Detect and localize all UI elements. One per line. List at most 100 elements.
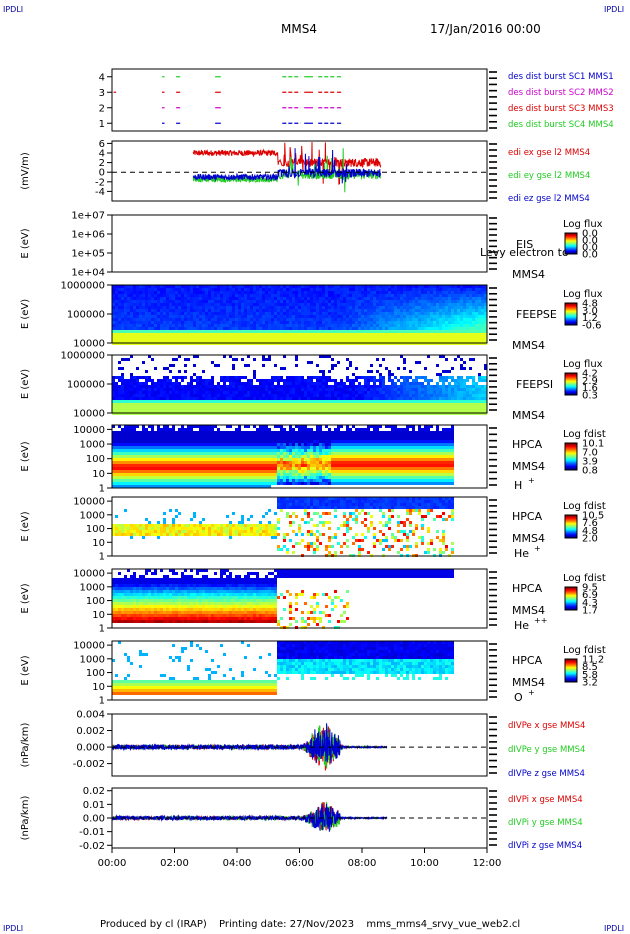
heatmap-cell bbox=[265, 394, 268, 397]
heatmap-cell bbox=[382, 315, 385, 318]
heatmap-cell bbox=[196, 388, 199, 391]
heatmap-cell bbox=[265, 315, 268, 318]
heatmap-cell bbox=[178, 315, 181, 318]
heatmap-cell bbox=[163, 385, 166, 388]
heatmap-cell bbox=[247, 364, 250, 367]
heatmap-cell bbox=[259, 300, 262, 303]
heatmap-cell bbox=[346, 300, 349, 303]
heatmap-cell bbox=[322, 285, 325, 288]
heatmap-cell bbox=[157, 300, 160, 303]
heatmap-cell bbox=[277, 312, 280, 315]
heatmap-cell bbox=[205, 330, 208, 333]
heatmap-cell bbox=[292, 409, 295, 412]
heatmap-cell bbox=[343, 315, 346, 318]
heatmap-cell bbox=[274, 364, 277, 367]
heatmap-cell bbox=[151, 391, 154, 394]
colorbar-segment bbox=[565, 233, 577, 235]
heatmap-cell bbox=[130, 355, 133, 358]
heatmap-cell bbox=[184, 309, 187, 312]
heatmap-cell bbox=[118, 300, 121, 303]
heatmap-cell bbox=[277, 300, 280, 303]
heatmap-cell bbox=[337, 303, 340, 306]
heatmap-cell bbox=[280, 379, 283, 382]
heatmap-cell bbox=[250, 288, 253, 291]
heatmap-cell bbox=[190, 434, 193, 437]
heatmap-cell bbox=[379, 321, 382, 324]
heatmap-cell bbox=[205, 315, 208, 318]
heatmap-cell bbox=[178, 339, 181, 342]
heatmap-cell bbox=[283, 355, 286, 358]
heatmap-cell bbox=[274, 297, 277, 300]
heatmap-cell bbox=[232, 394, 235, 397]
heatmap-cell bbox=[148, 434, 151, 437]
heatmap-cell bbox=[193, 339, 196, 342]
heatmap-cell bbox=[409, 285, 412, 288]
heatmap-cell bbox=[331, 300, 334, 303]
heatmap-cell bbox=[262, 303, 265, 306]
heatmap-cell bbox=[463, 409, 466, 412]
heatmap-cell bbox=[124, 458, 127, 461]
heatmap-cell bbox=[166, 428, 169, 431]
heatmap-cell bbox=[460, 391, 463, 394]
heatmap-cell bbox=[358, 324, 361, 327]
heatmap-cell bbox=[142, 440, 145, 443]
heatmap-cell bbox=[418, 303, 421, 306]
heatmap-cell bbox=[136, 461, 139, 464]
heatmap-cell bbox=[238, 333, 241, 336]
heatmap-cell bbox=[394, 333, 397, 336]
heatmap-cell bbox=[298, 324, 301, 327]
heatmap-cell bbox=[325, 300, 328, 303]
heatmap-cell bbox=[232, 388, 235, 391]
heatmap-cell bbox=[121, 306, 124, 309]
heatmap-cell bbox=[184, 440, 187, 443]
heatmap-cell bbox=[445, 358, 448, 361]
heatmap-cell bbox=[232, 400, 235, 403]
heatmap-cell bbox=[343, 321, 346, 324]
heatmap-cell bbox=[145, 428, 148, 431]
heatmap-cell bbox=[211, 303, 214, 306]
heatmap-cell bbox=[244, 403, 247, 406]
heatmap-cell bbox=[121, 458, 124, 461]
heatmap-cell bbox=[448, 385, 451, 388]
heatmap-cell bbox=[193, 312, 196, 315]
heatmap-cell bbox=[259, 324, 262, 327]
heatmap-cell bbox=[127, 467, 130, 470]
heatmap-cell bbox=[115, 303, 118, 306]
heatmap-cell bbox=[478, 300, 481, 303]
heatmap-cell bbox=[121, 449, 124, 452]
heatmap-cell bbox=[157, 400, 160, 403]
heatmap-cell bbox=[178, 330, 181, 333]
heatmap-cell bbox=[448, 288, 451, 291]
heatmap-cell bbox=[469, 358, 472, 361]
heatmap-cell bbox=[289, 306, 292, 309]
heatmap-cell bbox=[208, 303, 211, 306]
heatmap-cell bbox=[406, 391, 409, 394]
heatmap-cell bbox=[382, 288, 385, 291]
heatmap-cell bbox=[139, 431, 142, 434]
heatmap-cell bbox=[229, 288, 232, 291]
heatmap-cell bbox=[244, 376, 247, 379]
heatmap-cell bbox=[394, 385, 397, 388]
heatmap-cell bbox=[163, 327, 166, 330]
heatmap-cell bbox=[124, 437, 127, 440]
heatmap-cell bbox=[112, 434, 115, 437]
heatmap-cell bbox=[418, 339, 421, 342]
heatmap-cell bbox=[238, 312, 241, 315]
heatmap-cell bbox=[241, 409, 244, 412]
heatmap-cell bbox=[421, 318, 424, 321]
heatmap-cell bbox=[253, 394, 256, 397]
heatmap-cell bbox=[124, 461, 127, 464]
heatmap-cell bbox=[433, 394, 436, 397]
heatmap-cell bbox=[124, 318, 127, 321]
heatmap-cell bbox=[118, 400, 121, 403]
heatmap-cell bbox=[397, 409, 400, 412]
heatmap-cell bbox=[190, 333, 193, 336]
heatmap-cell bbox=[160, 324, 163, 327]
heatmap-cell bbox=[151, 339, 154, 342]
heatmap-cell bbox=[214, 403, 217, 406]
heatmap-cell bbox=[193, 458, 196, 461]
heatmap-cell bbox=[181, 443, 184, 446]
heatmap-cell bbox=[418, 315, 421, 318]
heatmap-cell bbox=[373, 336, 376, 339]
heatmap-cell bbox=[310, 312, 313, 315]
